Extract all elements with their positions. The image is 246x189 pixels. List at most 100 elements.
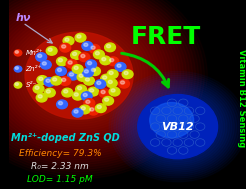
Circle shape	[14, 66, 22, 72]
Circle shape	[86, 100, 90, 104]
Circle shape	[107, 70, 118, 78]
Circle shape	[58, 58, 62, 62]
Circle shape	[84, 43, 88, 46]
Circle shape	[115, 63, 126, 71]
Circle shape	[88, 106, 99, 115]
Circle shape	[109, 87, 120, 96]
Circle shape	[60, 77, 71, 85]
Circle shape	[68, 71, 78, 80]
Circle shape	[121, 81, 124, 84]
Circle shape	[46, 46, 57, 55]
Circle shape	[16, 25, 142, 126]
Circle shape	[48, 48, 52, 51]
Circle shape	[15, 67, 18, 69]
Circle shape	[103, 76, 107, 79]
Circle shape	[13, 22, 145, 129]
Circle shape	[42, 62, 46, 65]
Circle shape	[81, 54, 85, 58]
Text: S²⁻: S²⁻	[26, 82, 37, 88]
Circle shape	[74, 110, 78, 113]
Text: Efficiency= 79.3%: Efficiency= 79.3%	[19, 149, 102, 158]
Circle shape	[71, 51, 81, 60]
Circle shape	[85, 78, 90, 81]
Circle shape	[57, 57, 67, 66]
Circle shape	[89, 44, 100, 53]
Circle shape	[81, 92, 92, 101]
Circle shape	[99, 89, 110, 98]
Circle shape	[97, 105, 101, 109]
Circle shape	[10, 20, 148, 131]
Circle shape	[95, 104, 106, 112]
Circle shape	[77, 86, 82, 90]
Circle shape	[124, 71, 128, 75]
Circle shape	[74, 93, 78, 96]
Circle shape	[88, 87, 99, 96]
Circle shape	[111, 89, 115, 92]
Circle shape	[25, 32, 133, 119]
Circle shape	[57, 68, 62, 72]
Circle shape	[62, 88, 73, 97]
Circle shape	[77, 73, 88, 81]
Circle shape	[62, 78, 66, 81]
Circle shape	[84, 70, 88, 73]
Circle shape	[60, 43, 71, 52]
Circle shape	[22, 30, 136, 122]
Circle shape	[62, 45, 66, 48]
Circle shape	[74, 66, 78, 70]
Circle shape	[75, 33, 86, 42]
Circle shape	[93, 50, 104, 59]
Text: LOD= 1.15 pM: LOD= 1.15 pM	[28, 175, 93, 184]
Circle shape	[46, 79, 50, 82]
Circle shape	[33, 84, 44, 93]
Circle shape	[15, 51, 18, 53]
Circle shape	[82, 68, 93, 77]
Circle shape	[45, 88, 55, 97]
Circle shape	[109, 71, 113, 74]
Circle shape	[72, 91, 83, 100]
Circle shape	[15, 83, 18, 85]
Circle shape	[46, 90, 50, 93]
Circle shape	[77, 35, 81, 38]
Circle shape	[35, 86, 39, 89]
Text: Mn²⁺-doped ZnS QD: Mn²⁺-doped ZnS QD	[11, 133, 119, 143]
Circle shape	[40, 60, 51, 69]
Circle shape	[106, 79, 117, 88]
Circle shape	[19, 27, 139, 124]
Circle shape	[53, 78, 57, 81]
Circle shape	[36, 93, 47, 102]
Circle shape	[72, 65, 83, 73]
Circle shape	[69, 73, 74, 76]
Circle shape	[97, 81, 101, 84]
Circle shape	[84, 99, 95, 107]
Circle shape	[86, 60, 96, 69]
Circle shape	[91, 46, 95, 49]
Circle shape	[95, 52, 99, 55]
Circle shape	[101, 90, 105, 94]
Circle shape	[103, 96, 113, 105]
Circle shape	[84, 76, 94, 85]
Circle shape	[72, 108, 83, 117]
Circle shape	[101, 74, 112, 83]
Circle shape	[38, 54, 42, 57]
Circle shape	[117, 64, 121, 67]
Circle shape	[92, 68, 95, 72]
Circle shape	[105, 43, 115, 52]
Circle shape	[100, 56, 111, 65]
Text: FRET: FRET	[131, 25, 201, 49]
Circle shape	[79, 74, 83, 77]
Circle shape	[14, 50, 22, 56]
Circle shape	[108, 80, 112, 84]
Text: VB12: VB12	[161, 122, 194, 132]
Circle shape	[64, 90, 68, 93]
Circle shape	[119, 79, 129, 88]
Circle shape	[88, 61, 92, 65]
Circle shape	[68, 61, 72, 64]
Circle shape	[39, 77, 43, 80]
Circle shape	[59, 101, 62, 105]
Circle shape	[79, 53, 90, 62]
Circle shape	[14, 82, 22, 88]
Text: Zn²⁺: Zn²⁺	[26, 66, 42, 72]
Circle shape	[82, 42, 93, 50]
Circle shape	[44, 78, 55, 86]
Circle shape	[36, 53, 46, 61]
